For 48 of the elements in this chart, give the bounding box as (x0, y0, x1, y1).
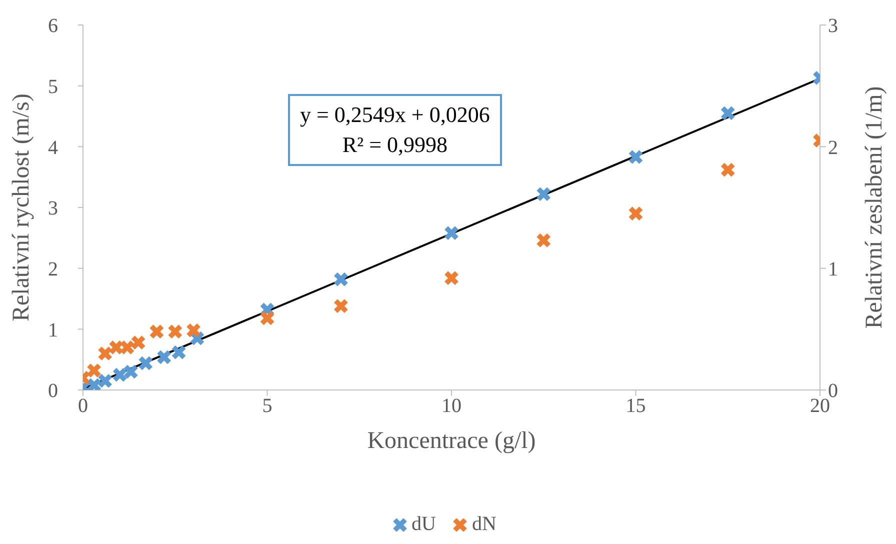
point (172, 345, 186, 360)
legend-label: dU (412, 513, 436, 536)
point (168, 324, 182, 339)
y2-axis-title: Relativní zeslabení (1/m) (862, 86, 888, 329)
point (109, 340, 124, 354)
point (444, 226, 458, 240)
point (138, 356, 153, 370)
point (124, 364, 138, 379)
point (536, 233, 551, 248)
x-tick-label: 20 (810, 395, 830, 418)
point (444, 271, 458, 285)
point (720, 106, 735, 120)
point (628, 206, 643, 221)
point (131, 336, 146, 350)
y-tick-label: 0 (48, 380, 58, 402)
point (87, 364, 101, 378)
annotation: R² = 0,9998 (342, 132, 448, 157)
x-tick-label: 15 (626, 395, 646, 418)
point (720, 162, 735, 177)
y-tick-label: 5 (48, 76, 58, 98)
y-tick-label: 1 (48, 319, 58, 342)
y-tick-label: 6 (48, 15, 58, 38)
x-tick-label: 0 (78, 395, 88, 418)
point (98, 346, 112, 360)
y-axis-title: Relativní rychlost (m/s) (8, 94, 35, 322)
point (98, 374, 112, 388)
x-tick-label: 10 (442, 395, 462, 418)
y-tick-label: 2 (48, 258, 58, 280)
legend-label: dN (472, 513, 496, 536)
point (186, 323, 200, 338)
x-tick-label: 5 (262, 395, 272, 418)
y-tick-label: 3 (48, 198, 58, 220)
x-axis-title: Koncentrace (g/l) (367, 428, 536, 454)
point (120, 340, 134, 354)
point (628, 150, 643, 164)
point (536, 187, 551, 202)
y2-tick-label: 3 (828, 15, 838, 38)
y2-tick-label: 1 (828, 258, 838, 280)
y2-tick-label: 2 (828, 136, 838, 159)
point (157, 350, 171, 364)
point (112, 368, 127, 382)
point (334, 299, 348, 313)
point (260, 311, 274, 326)
y2-tick-label: 0 (828, 380, 838, 402)
point (150, 324, 164, 339)
y-tick-label: 4 (48, 136, 58, 159)
annotation: y = 0,2549x + 0,0206 (300, 102, 490, 127)
point (334, 272, 348, 286)
